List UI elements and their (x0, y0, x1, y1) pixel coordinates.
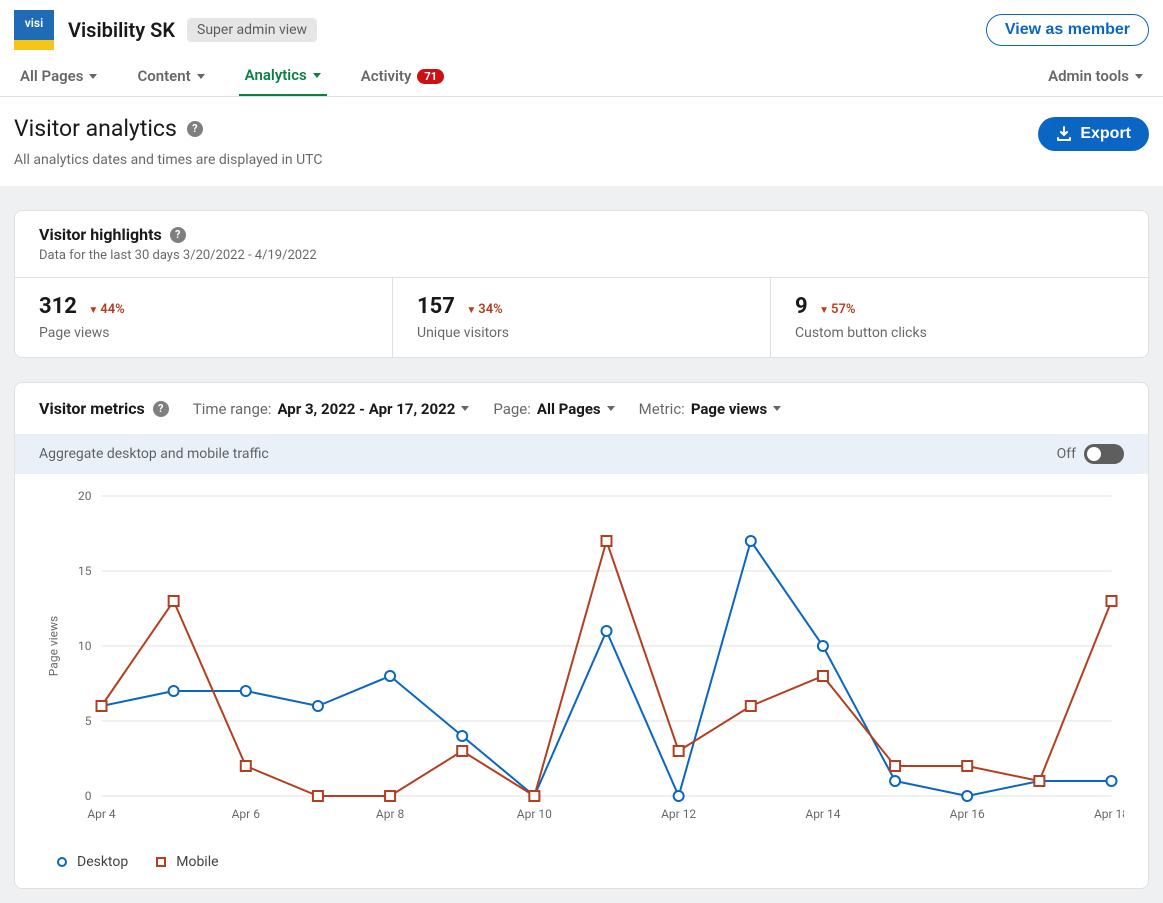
tab-label: All Pages (20, 67, 83, 85)
svg-text:10: 10 (78, 639, 92, 653)
svg-text:Apr 6: Apr 6 (232, 807, 261, 821)
chart-area: 0 5 10 15 20 Apr 4 Apr 6 Apr 8 Apr 10 Apr 12 Apr 1… (15, 474, 1148, 848)
visitor-highlights-card: Visitor highlights ? Data for the last 3… (14, 210, 1149, 358)
legend-mobile: Mobile (156, 854, 218, 870)
legend-label: Mobile (176, 854, 218, 870)
tab-activity[interactable]: Activity 71 (355, 57, 450, 95)
svg-text:Apr 14: Apr 14 (805, 807, 840, 821)
stat-delta: 34% (466, 302, 502, 317)
page-subtitle: All analytics dates and times are displa… (0, 152, 1024, 186)
chevron-down-icon (1135, 74, 1143, 79)
aggregate-toggle[interactable] (1084, 444, 1124, 464)
help-icon[interactable]: ? (170, 227, 186, 243)
filter-label: Metric: (639, 400, 685, 418)
logo-text: visi (14, 16, 54, 30)
stat-value: 157 (417, 294, 455, 319)
svg-text:Apr 12: Apr 12 (661, 807, 696, 821)
chevron-down-icon (773, 406, 781, 411)
svg-text:Apr 10: Apr 10 (517, 807, 552, 821)
page-header: visi Visibility SK Super admin view View… (0, 0, 1163, 56)
filter-value: Apr 3, 2022 - Apr 17, 2022 (277, 400, 455, 418)
stat-label: Unique visitors (417, 325, 746, 341)
svg-text:20: 20 (78, 489, 92, 503)
legend-desktop: Desktop (57, 854, 128, 870)
time-range-filter[interactable]: Time range: Apr 3, 2022 - Apr 17, 2022 (193, 400, 470, 418)
chart-legend: Desktop Mobile (15, 848, 1148, 888)
org-logo: visi (14, 10, 54, 50)
toggle-state-label: Off (1057, 446, 1076, 462)
stat-delta: 44% (88, 302, 124, 317)
highlights-title: Visitor highlights (39, 225, 162, 244)
chevron-down-icon (607, 406, 615, 411)
svg-text:5: 5 (85, 714, 92, 728)
activity-count-badge: 71 (417, 69, 444, 84)
tab-content[interactable]: Content (131, 57, 210, 95)
org-name: Visibility SK (68, 18, 175, 42)
chevron-down-icon (89, 74, 97, 79)
tab-label: Content (137, 67, 190, 85)
content-area: Visitor highlights ? Data for the last 3… (0, 186, 1163, 903)
square-marker-icon (156, 857, 166, 867)
highlights-header: Visitor highlights ? Data for the last 3… (15, 211, 1148, 278)
svg-text:Apr 16: Apr 16 (950, 807, 985, 821)
highlights-stats: 312 44% Page views 157 34% Unique visito… (15, 278, 1148, 357)
tab-label: Admin tools (1048, 67, 1129, 85)
filter-value: Page views (691, 400, 767, 418)
stat-label: Custom button clicks (795, 325, 1124, 341)
metrics-title: Visitor metrics (39, 399, 145, 418)
svg-text:15: 15 (78, 564, 92, 578)
filter-label: Time range: (193, 400, 272, 418)
chevron-down-icon (197, 74, 205, 79)
tab-label: Activity (361, 67, 412, 85)
nav-tabs: All Pages Content Analytics Activity 71 … (0, 56, 1163, 97)
page-title: Visitor analytics ? (14, 115, 203, 142)
legend-label: Desktop (77, 854, 128, 870)
filter-label: Page: (493, 400, 531, 418)
metrics-header: Visitor metrics ? Time range: Apr 3, 202… (15, 383, 1148, 434)
svg-text:Apr 8: Apr 8 (376, 807, 405, 821)
aggregate-toggle-wrap: Off (1057, 444, 1124, 464)
stat-value: 312 (39, 294, 77, 319)
stat-unique-visitors: 157 34% Unique visitors (392, 278, 770, 357)
export-button[interactable]: Export (1038, 117, 1149, 151)
visitor-metrics-card: Visitor metrics ? Time range: Apr 3, 202… (14, 382, 1149, 889)
chevron-down-icon (461, 406, 469, 411)
svg-text:Apr 18: Apr 18 (1094, 807, 1124, 821)
view-mode-badge: Super admin view (187, 18, 317, 42)
stat-custom-clicks: 9 57% Custom button clicks (770, 278, 1148, 357)
stat-delta: 57% (819, 302, 855, 317)
help-icon[interactable]: ? (153, 401, 169, 417)
stat-value: 9 (795, 294, 808, 319)
view-as-member-button[interactable]: View as member (986, 14, 1149, 46)
highlights-range: Data for the last 30 days 3/20/2022 - 4/… (39, 248, 1124, 263)
help-icon[interactable]: ? (187, 121, 203, 137)
tab-all-pages[interactable]: All Pages (14, 57, 103, 95)
aggregate-label: Aggregate desktop and mobile traffic (39, 446, 269, 462)
svg-text:0: 0 (85, 789, 92, 803)
chevron-down-icon (313, 73, 321, 78)
filter-value: All Pages (537, 400, 601, 418)
page-title-row: Visitor analytics ? All analytics dates … (0, 97, 1163, 186)
download-icon (1056, 126, 1072, 142)
svg-text:Apr 4: Apr 4 (87, 807, 116, 821)
page-filter[interactable]: Page: All Pages (493, 400, 614, 418)
metric-filter[interactable]: Metric: Page views (639, 400, 782, 418)
tab-analytics[interactable]: Analytics (239, 56, 327, 96)
stat-page-views: 312 44% Page views (15, 278, 392, 357)
export-label: Export (1080, 125, 1131, 143)
tab-admin-tools[interactable]: Admin tools (1042, 57, 1149, 95)
page-views-chart: 0 5 10 15 20 Apr 4 Apr 6 Apr 8 Apr 10 Apr 12 Apr 1… (39, 486, 1124, 826)
stat-label: Page views (39, 325, 368, 341)
aggregate-bar: Aggregate desktop and mobile traffic Off (15, 434, 1148, 474)
svg-text:Page views: Page views (47, 616, 61, 676)
tab-label: Analytics (245, 66, 307, 84)
circle-marker-icon (57, 857, 67, 867)
page-title-text: Visitor analytics (14, 115, 177, 142)
